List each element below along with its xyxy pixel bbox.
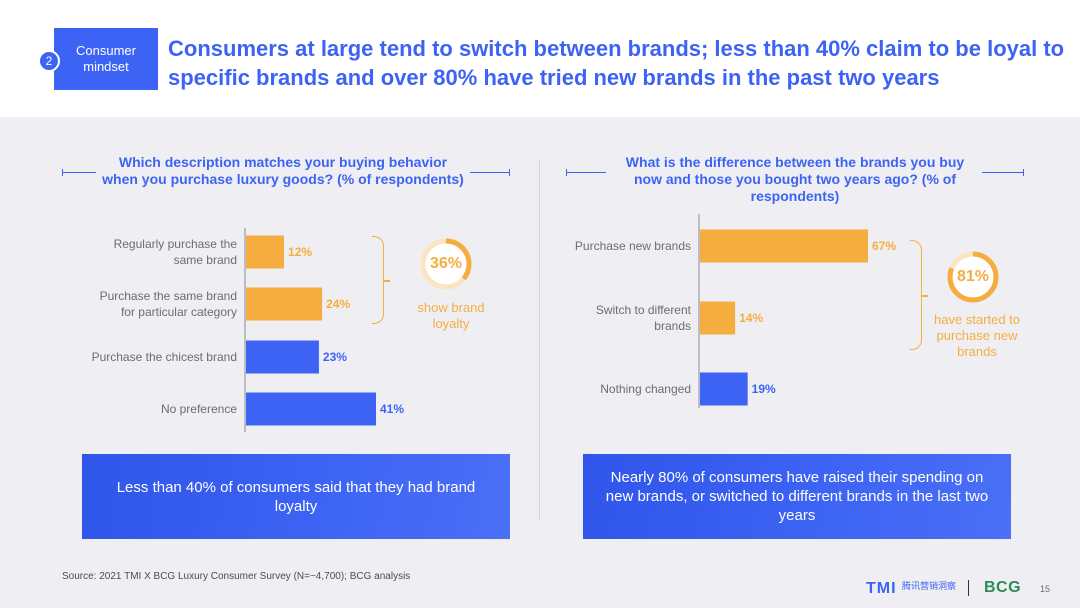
bcg-logo: BCG xyxy=(984,579,1022,596)
left-donut-arc xyxy=(420,238,472,290)
right-callout-text: Nearly 80% of consumers have raised thei… xyxy=(605,469,989,524)
right-question-rule-right xyxy=(982,169,1024,176)
left-question-rule-right xyxy=(470,169,510,176)
source-note: Source: 2021 TMI X BCG Luxury Consumer S… xyxy=(62,571,411,582)
chart-0-value-label: 23% xyxy=(323,350,347,364)
chart-1-category-label: Switch to different xyxy=(596,303,692,317)
section-label: Consumer mindset xyxy=(76,43,136,74)
chart-0-category-label: same brand xyxy=(174,253,237,267)
chart-0-value-label: 12% xyxy=(288,245,312,259)
header: Consumer mindset 2 Consumers at large te… xyxy=(0,0,1080,117)
right-question-rule-left xyxy=(566,169,606,176)
chart-0-bar xyxy=(246,235,285,269)
chart-0-bar xyxy=(246,340,319,374)
left-question-rule-left xyxy=(62,169,96,176)
chart-1-value-label: 14% xyxy=(739,311,763,325)
chart-0-category-label: for particular category xyxy=(121,305,237,319)
tmi-logo-subtitle: 腾讯营销洞察 xyxy=(902,581,957,591)
chart-0-value-label: 24% xyxy=(326,297,350,311)
right-donut-note: have started to purchase new brands xyxy=(934,312,1020,359)
right-donut-value: 81% xyxy=(956,268,990,285)
right-callout: Nearly 80% of consumers have raised thei… xyxy=(583,454,1011,539)
right-donut-arc xyxy=(947,251,999,303)
chart-0-bar xyxy=(246,392,376,426)
chart-1-value-label: 67% xyxy=(872,239,896,253)
chart-0-value-label: 41% xyxy=(380,402,404,416)
chart-0-bar xyxy=(246,287,323,321)
left-donut: 36% xyxy=(419,237,473,291)
right-donut: 81% xyxy=(946,250,1000,304)
left-donut-note: show brand loyalty xyxy=(417,300,485,331)
chart-0-category-label: No preference xyxy=(161,402,237,416)
chart-1-category-label: Nothing changed xyxy=(600,382,691,396)
section-tag: Consumer mindset xyxy=(54,28,158,90)
right-donut-ring xyxy=(947,251,999,303)
right-new-brands-brace xyxy=(910,240,928,350)
chart-1-bar xyxy=(700,301,736,335)
left-callout: Less than 40% of consumers said that the… xyxy=(82,454,510,539)
chart-1-bar xyxy=(700,372,748,406)
chart-0-category-label: Purchase the chicest brand xyxy=(92,350,237,364)
page-title: Consumers at large tend to switch betwee… xyxy=(168,36,1065,90)
chart-0-category-label: Purchase the same brand xyxy=(100,289,237,303)
page-number: 15 xyxy=(1040,584,1051,594)
left-question-title: Which description matches your buying be… xyxy=(102,154,464,187)
chart-1-value-label: 19% xyxy=(752,382,776,396)
chart-1-category-label: brands xyxy=(654,319,691,333)
left-donut-ring xyxy=(420,238,472,290)
chart-1-bar xyxy=(700,229,868,263)
logo-separator xyxy=(968,580,969,596)
left-callout-text: Less than 40% of consumers said that the… xyxy=(116,478,476,515)
section-number-badge: 2 xyxy=(38,50,60,72)
panel-divider xyxy=(539,160,540,520)
left-donut-value: 36% xyxy=(429,255,463,272)
right-question-title: What is the difference between the brand… xyxy=(625,154,965,204)
left-loyalty-brace xyxy=(372,236,390,324)
chart-0-category-label: Regularly purchase the xyxy=(114,237,238,251)
tmi-logo: TMI xyxy=(866,580,897,597)
chart-1-category-label: Purchase new brands xyxy=(575,239,691,253)
